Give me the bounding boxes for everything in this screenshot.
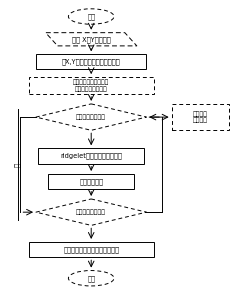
Text: 分块重叠处理: 分块重叠处理	[79, 178, 103, 185]
Text: 开始: 开始	[87, 13, 95, 20]
Text: 改变分块
融合策略: 改变分块 融合策略	[193, 111, 208, 123]
Text: 结束: 结束	[87, 275, 95, 281]
Text: 否: 否	[14, 163, 21, 167]
Text: 对X,Y做脊波变换得到脊波系数: 对X,Y做脊波变换得到脊波系数	[62, 58, 120, 65]
Text: 所有区域处理完毕: 所有区域处理完毕	[76, 209, 106, 215]
Text: 根据图像各层脊波系数
的特点选取融合规则: 根据图像各层脊波系数 的特点选取融合规则	[73, 79, 109, 92]
Text: 将融合后各区域拼接成完整图像: 将融合后各区域拼接成完整图像	[63, 246, 119, 253]
Text: 分块处理是否完毕: 分块处理是否完毕	[76, 114, 106, 120]
Text: ridgelet反变换得到融合子块: ridgelet反变换得到融合子块	[60, 153, 122, 159]
Text: 输入 X、Y两幅图像: 输入 X、Y两幅图像	[72, 36, 111, 42]
